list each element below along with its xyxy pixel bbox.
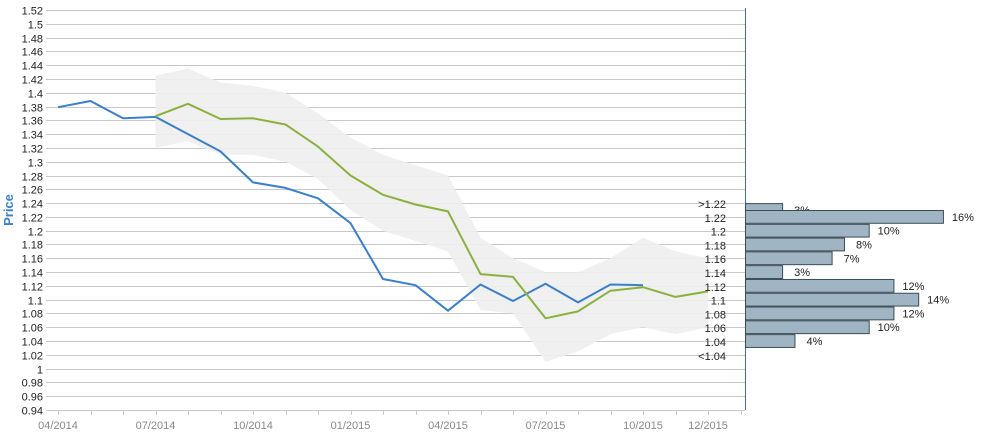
- y-axis-title: Price: [1, 194, 16, 226]
- forecast-band-area: [155, 68, 708, 362]
- distribution-percent-label: 14%: [927, 295, 949, 307]
- distribution-bar: [745, 278, 895, 293]
- y-tick-label: 1.38: [22, 103, 43, 115]
- y-tick-label: 1.12: [22, 282, 43, 294]
- distribution-bar: [745, 223, 870, 238]
- distribution-bar: [745, 237, 845, 252]
- distribution-bar: [745, 292, 920, 307]
- distribution-bar: [745, 251, 833, 266]
- distribution-bar: [745, 320, 870, 335]
- y-tick-label: 1.36: [22, 116, 43, 128]
- y-tick-label: 1.32: [22, 144, 43, 156]
- y-tick-label: 1.5: [28, 20, 43, 32]
- historical-price-line: [57, 100, 644, 312]
- y-tick-label: 1.26: [22, 185, 43, 197]
- x-axis: 04/2014 07/2014 10/2014 01/2015 04/2015 07/20…: [38, 410, 742, 432]
- distribution-percent-label: 4%: [807, 336, 823, 348]
- y-tick-label: 1.24: [22, 199, 43, 211]
- y-tick-label: 0.94: [22, 406, 43, 418]
- y-tick-label: 1.48: [22, 34, 43, 46]
- x-tick-label: 07/2015: [526, 420, 566, 432]
- y-tick-label: 1: [37, 365, 43, 377]
- forecast-band: [155, 68, 708, 362]
- distribution-percent-label: 12%: [902, 281, 924, 293]
- distribution-bin-label: 1.04: [705, 337, 726, 349]
- y-axis: 0.94 0.96 0.981 1.02 1.04 1.06 1.081.1 1.12 1.14…: [22, 6, 43, 418]
- distribution-percent-label: 12%: [902, 308, 924, 320]
- y-tick-label: 1.1: [28, 296, 43, 308]
- series-lines: [57, 100, 709, 320]
- distribution-bin-label: 1.2: [711, 227, 726, 239]
- x-tick-label: 10/2014: [233, 420, 273, 432]
- distribution-bin-label: <1.04: [698, 351, 726, 363]
- distribution-bin-label: 1.08: [705, 309, 726, 321]
- y-tick-label: 1.22: [22, 213, 43, 225]
- y-tick-label: 1.52: [22, 6, 43, 18]
- y-tick-label: 0.98: [22, 378, 43, 390]
- distribution-percent-label: 10%: [878, 322, 900, 334]
- y-tick-label: 1.04: [22, 337, 43, 349]
- y-tick-label: 1.42: [22, 75, 43, 87]
- x-tick-label: 10/2015: [623, 420, 663, 432]
- distribution-bin-label: 1.18: [705, 240, 726, 252]
- y-tick-label: 1.4: [28, 89, 43, 101]
- distribution-histogram: 3%16%10%8%7%3%12%14%12%10%4%>1.221.221.2…: [698, 199, 974, 363]
- y-tick-label: 0.96: [22, 392, 43, 404]
- distribution-bar: [745, 265, 784, 279]
- distribution-percent-label: 10%: [878, 226, 900, 238]
- y-tick-label: 1.2: [28, 227, 43, 239]
- distribution-percent-label: 8%: [856, 239, 872, 251]
- y-tick-label: 1.44: [22, 61, 43, 73]
- distribution-bar: [745, 210, 944, 224]
- x-tick-label: 07/2014: [136, 420, 176, 432]
- y-tick-label: 1.34: [22, 130, 43, 142]
- distribution-percent-label: 3%: [794, 267, 810, 279]
- distribution-bin-label: 1.16: [705, 254, 726, 266]
- y-tick-label: 1.06: [22, 323, 43, 335]
- y-tick-label: 1.08: [22, 309, 43, 321]
- y-tick-label: 1.3: [28, 158, 43, 170]
- distribution-bin-label: 1.1: [711, 296, 726, 308]
- distribution-bin-label: 1.12: [705, 282, 726, 294]
- distribution-bin-label: 1.06: [705, 323, 726, 335]
- x-tick-label: 04/2014: [38, 420, 78, 432]
- y-tick-label: 1.16: [22, 254, 43, 266]
- y-tick-label: 1.46: [22, 47, 43, 59]
- x-tick-label: 12/2015: [688, 420, 728, 432]
- distribution-bar: [745, 306, 895, 321]
- x-tick-label: 04/2015: [428, 420, 468, 432]
- distribution-percent-label: 7%: [844, 253, 860, 265]
- distribution-bar: [745, 334, 796, 348]
- x-tick-label: 01/2015: [331, 420, 371, 432]
- distribution-bin-label: 1.14: [705, 268, 726, 280]
- distribution-bin-label: >1.22: [698, 199, 726, 211]
- y-tick-label: 1.28: [22, 172, 43, 184]
- distribution-percent-label: 16%: [952, 212, 974, 224]
- y-tick-label: 1.02: [22, 351, 43, 363]
- distribution-bin-label: 1.22: [705, 213, 726, 225]
- forecast-price-line: [155, 102, 709, 320]
- y-tick-label: 1.14: [22, 268, 43, 280]
- y-tick-label: 1.18: [22, 240, 43, 252]
